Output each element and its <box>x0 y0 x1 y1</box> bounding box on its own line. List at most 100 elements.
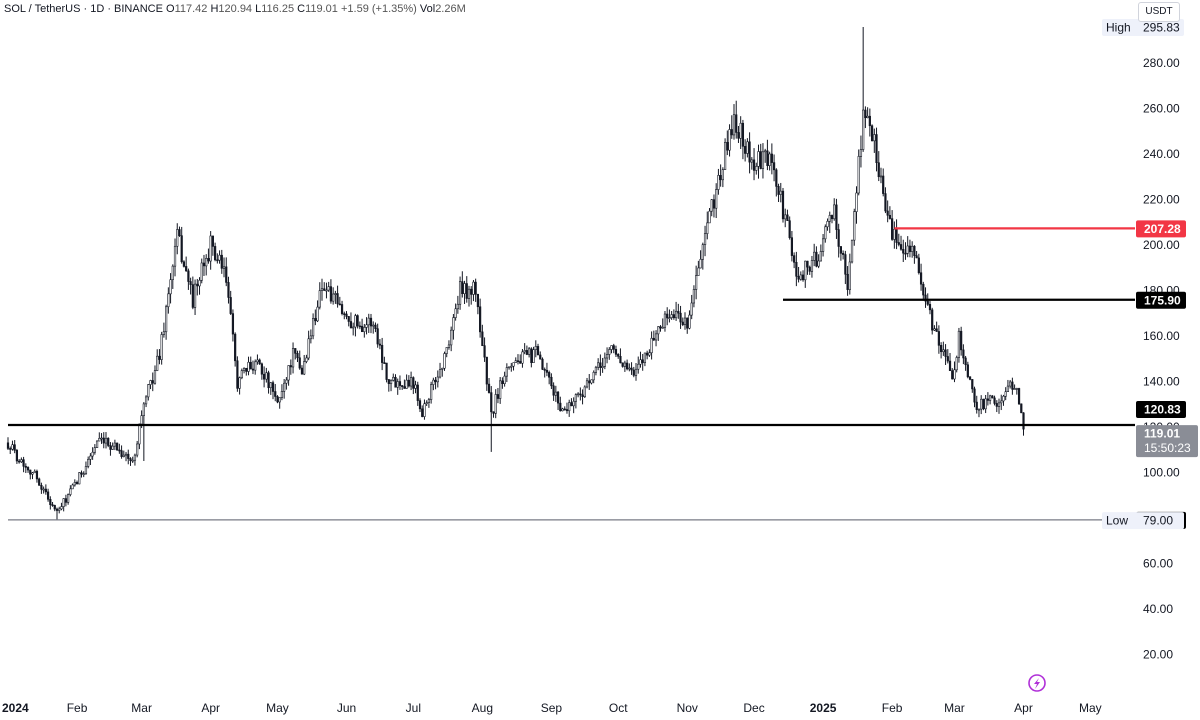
candle <box>986 392 989 406</box>
candle <box>354 313 357 337</box>
candle <box>492 411 495 418</box>
candle <box>443 351 446 371</box>
candle <box>683 312 687 330</box>
candle <box>601 357 604 373</box>
candle <box>554 385 557 402</box>
candle <box>138 423 141 450</box>
chart-header-legend: SOL / TetherUS · 1D · BINANCE O117.42 H1… <box>4 3 466 15</box>
candle <box>646 350 649 360</box>
candle <box>238 376 241 395</box>
candle <box>53 504 56 512</box>
candle <box>55 507 59 521</box>
candle <box>136 440 139 458</box>
candle <box>15 448 19 464</box>
candle <box>394 374 397 388</box>
candle <box>507 366 511 370</box>
candle <box>38 477 41 486</box>
candle <box>227 276 230 304</box>
candle <box>581 389 584 405</box>
candle <box>556 390 560 411</box>
candle <box>808 265 811 275</box>
candle <box>67 493 70 505</box>
candle <box>857 149 860 196</box>
candle <box>9 446 12 455</box>
candle <box>612 343 615 354</box>
candle <box>957 327 961 363</box>
candle <box>95 440 99 448</box>
time-tick-label: 2025 <box>810 701 837 715</box>
time-tick-label: Apr <box>1014 701 1033 715</box>
candle <box>592 370 595 384</box>
price-tick-label: 240.00 <box>1143 147 1180 161</box>
price-tick-label: 40.00 <box>1143 602 1173 616</box>
candle <box>149 379 152 390</box>
candle <box>78 472 81 485</box>
candle <box>207 248 210 264</box>
candle <box>953 361 956 383</box>
candle <box>452 313 455 340</box>
candle <box>13 440 16 454</box>
price-tick-label: 140.00 <box>1143 374 1180 388</box>
candle <box>303 354 306 376</box>
candle <box>688 310 691 330</box>
candle <box>848 253 851 295</box>
candle <box>670 311 673 320</box>
candle <box>997 398 1001 414</box>
candle <box>873 128 876 153</box>
candle <box>877 151 880 182</box>
candle <box>661 318 664 329</box>
candle <box>516 354 520 365</box>
candle <box>779 182 782 203</box>
candle <box>458 276 462 310</box>
candle <box>991 395 994 399</box>
low-marker-label: Low <box>1106 514 1128 528</box>
candle <box>951 368 954 380</box>
candle <box>187 268 190 290</box>
symbol-label[interactable]: SOL / TetherUS · 1D · BINANCE <box>4 3 163 15</box>
candle <box>899 235 903 251</box>
level-tag-175: 175.90 <box>1136 291 1186 309</box>
candle <box>229 290 232 316</box>
candle <box>60 502 63 511</box>
candle <box>641 354 644 371</box>
candle <box>35 469 39 483</box>
candle <box>565 402 569 414</box>
time-axis[interactable]: 2024 Feb Mar Apr May Jun Jul Aug Sep Oct Nov Dec 202… <box>2 701 1102 715</box>
candle <box>456 295 459 314</box>
candle <box>821 233 825 257</box>
candle <box>686 317 689 334</box>
candle <box>276 395 279 404</box>
candle <box>209 231 212 270</box>
candle <box>189 277 192 295</box>
candle <box>470 286 473 305</box>
tradingview-logo-icon[interactable] <box>1028 674 1046 692</box>
candle <box>269 382 272 395</box>
candle <box>826 218 829 231</box>
candle <box>697 260 700 276</box>
candle <box>198 277 201 295</box>
candle <box>550 373 553 390</box>
open-label: O <box>166 3 175 15</box>
currency-badge[interactable]: USDT <box>1138 2 1180 22</box>
candle <box>291 342 295 374</box>
candle <box>944 344 947 365</box>
level-tag-207: 207.28 <box>1136 220 1186 238</box>
candle <box>577 392 580 398</box>
time-tick-label: Jul <box>406 701 421 715</box>
candle <box>6 437 10 451</box>
level-tag-120: 120.83 <box>1136 401 1186 418</box>
close-value: 119.01 <box>305 3 338 15</box>
candle <box>236 356 239 392</box>
candle <box>89 453 92 465</box>
candle <box>692 285 696 308</box>
candle <box>109 442 112 456</box>
candle <box>935 321 938 332</box>
candle <box>11 440 14 451</box>
candle <box>483 337 486 362</box>
high-marker-value: 295.83 <box>1143 20 1180 34</box>
price-axis[interactable]: 20.0040.0060.0080.00100.00120.00140.0016… <box>1143 56 1180 661</box>
candle <box>663 311 667 332</box>
candle <box>1009 380 1012 389</box>
price-tick-label: 20.00 <box>1143 647 1173 661</box>
